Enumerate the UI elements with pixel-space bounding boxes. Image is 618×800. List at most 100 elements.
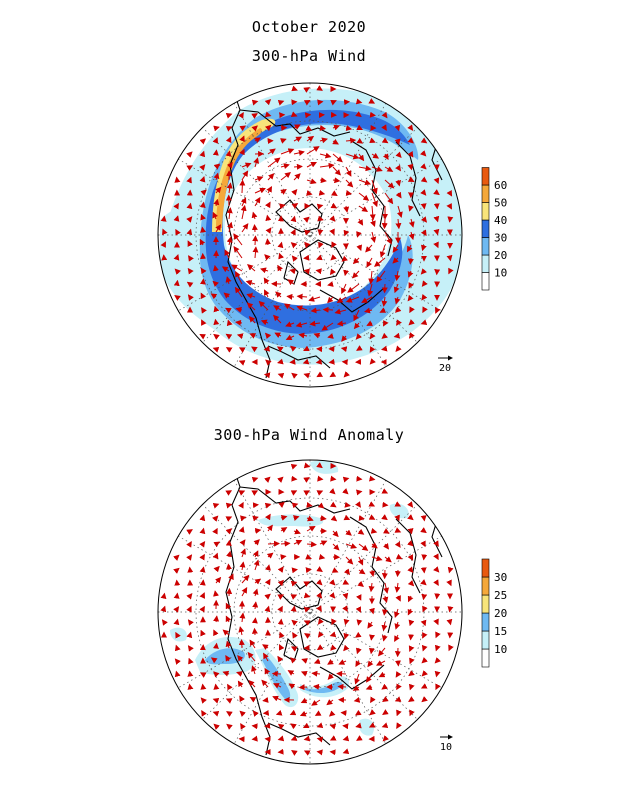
- wind-vector: [433, 540, 439, 547]
- wind-vector: [303, 581, 311, 587]
- wind-vector: [303, 462, 311, 469]
- wind-vector: [304, 633, 311, 639]
- wind-vector: [212, 527, 218, 535]
- wind-vector: [291, 567, 298, 574]
- wind-vector: [266, 186, 272, 194]
- wind-vector: [371, 166, 383, 172]
- wind-vector: [306, 178, 317, 185]
- wind-vector: [332, 124, 341, 131]
- wind-vector: [342, 579, 350, 585]
- wind-vector: [395, 218, 402, 230]
- wind-vector: [381, 488, 389, 494]
- wind-vector: [277, 241, 284, 249]
- wind-vector: [173, 215, 180, 222]
- wind-vector: [290, 735, 298, 741]
- wind-vector: [238, 526, 245, 533]
- wind-vector: [188, 255, 194, 262]
- wind-vector: [408, 218, 415, 228]
- wind-vector: [369, 332, 376, 340]
- wind-vector: [283, 303, 295, 311]
- wind-vector: [265, 564, 271, 571]
- wind-vector: [344, 501, 351, 508]
- wind-vector: [303, 620, 311, 626]
- wind-vector: [264, 124, 272, 132]
- wind-vector: [343, 205, 350, 213]
- wind-vector: [280, 138, 287, 144]
- wind-vector: [173, 567, 180, 574]
- wind-vector: [329, 488, 336, 495]
- wind-vector: [199, 334, 207, 340]
- wind-vector: [329, 371, 337, 378]
- wind-vector: [264, 605, 271, 613]
- wind-vector: [225, 563, 232, 571]
- wind-vector: [366, 257, 373, 268]
- wind-vector: [381, 283, 388, 294]
- wind-vector: [303, 100, 311, 106]
- wind-vector: [317, 618, 324, 625]
- wind-vector: [326, 699, 334, 706]
- wind-vector: [212, 264, 219, 272]
- wind-vector: [241, 170, 249, 181]
- wind-vector: [237, 680, 244, 688]
- colorbar-swatch: [481, 558, 490, 578]
- wind-vector: [290, 345, 297, 352]
- wind-vector: [263, 652, 269, 662]
- wind-vector: [357, 218, 364, 226]
- wind-vector: [273, 314, 282, 324]
- wind-vector: [381, 608, 388, 616]
- wind-vector: [264, 332, 272, 340]
- wind-vector: [422, 631, 428, 639]
- wind-vector: [225, 112, 233, 119]
- wind-vector: [318, 553, 326, 560]
- wind-vector: [321, 322, 334, 331]
- wind-vector: [304, 229, 311, 236]
- wind-vector: [277, 579, 284, 587]
- wind-vector: [291, 189, 298, 196]
- wind-vector: [200, 697, 207, 704]
- wind-vector: [213, 333, 220, 340]
- wind-vector: [212, 137, 219, 144]
- wind-vector: [313, 332, 321, 339]
- wind-vector: [336, 670, 347, 677]
- wind-vector: [447, 606, 454, 613]
- wind-vector: [187, 683, 194, 690]
- wind-vector: [408, 319, 415, 326]
- wind-vector: [407, 176, 415, 182]
- wind-vector: [345, 190, 353, 196]
- wind-vector: [275, 709, 283, 716]
- wind-vector: [187, 619, 194, 626]
- wind-vector: [379, 307, 387, 313]
- wind-vector: [290, 215, 297, 223]
- wind-vector: [225, 333, 233, 340]
- wind-vector: [433, 566, 440, 573]
- wind-vector: [342, 748, 350, 755]
- wind-vector: [317, 502, 325, 509]
- wind-vector: [421, 293, 428, 301]
- wind-vector: [240, 723, 246, 730]
- wind-vector: [239, 125, 247, 132]
- wind-vector: [342, 605, 348, 612]
- wind-vector: [381, 634, 388, 642]
- wind-vector: [446, 618, 453, 626]
- wind-vector: [331, 241, 337, 249]
- wind-vector: [267, 540, 280, 547]
- wind-vector: [303, 490, 311, 496]
- wind-vector: [252, 246, 259, 259]
- wind-vector: [285, 321, 295, 328]
- top-wind-shading-30: [205, 109, 410, 334]
- wind-vector: [173, 618, 180, 626]
- wind-vector: [435, 307, 441, 314]
- wind-vector: [407, 270, 414, 278]
- wind-vector: [226, 182, 233, 194]
- wind-vector: [318, 189, 326, 196]
- wind-vector: [407, 554, 414, 561]
- wind-vector: [315, 358, 323, 365]
- wind-vector: [448, 644, 454, 652]
- wind-vector: [186, 176, 192, 184]
- bottom-polar-map: [157, 459, 463, 765]
- wind-vector: [355, 98, 363, 105]
- wind-vector: [249, 333, 257, 339]
- wind-vector: [201, 307, 207, 314]
- wind-vector: [263, 372, 271, 379]
- wind-vector: [290, 594, 298, 600]
